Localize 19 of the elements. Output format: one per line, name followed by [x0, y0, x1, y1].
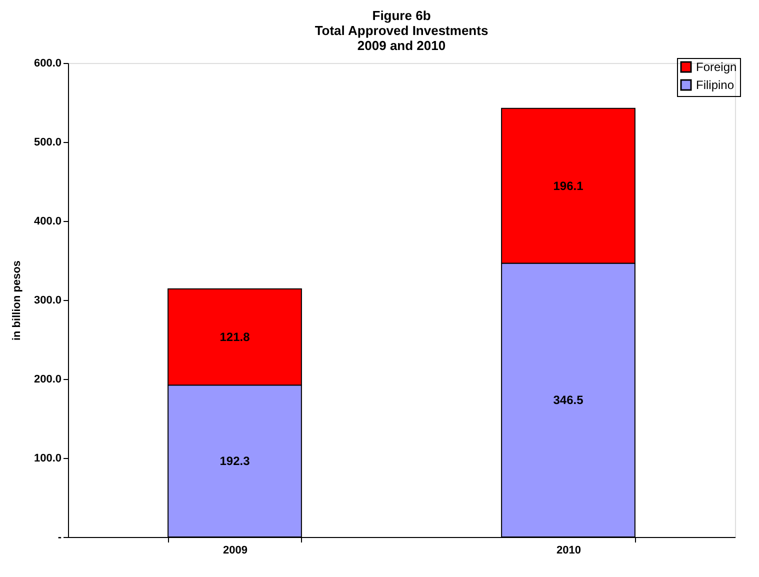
legend-label: Foreign	[696, 60, 737, 74]
data-label: 121.8	[220, 330, 250, 344]
x-tick-label: 2009	[223, 544, 248, 556]
y-tick-label: 400.0	[34, 216, 62, 228]
text: Total Approved Investments	[314, 23, 488, 38]
y-axis-title: in billion pesos	[10, 260, 23, 341]
x-tick-label: 2010	[556, 544, 581, 556]
data-label: 346.5	[553, 393, 584, 408]
y-tick-label: 100.0	[34, 452, 62, 464]
data-label: 192.3	[220, 454, 250, 468]
text: 2009 and 2010	[357, 38, 446, 53]
y-tick-label: 500.0	[34, 136, 62, 148]
y-tick-label: -	[58, 532, 62, 544]
text: Figure 6b	[372, 8, 431, 23]
y-tick-label: 200.0	[34, 374, 62, 386]
legend-label: Filipino	[696, 78, 734, 92]
data-label: 196.1	[553, 178, 584, 193]
y-tick-label: 300.0	[34, 294, 62, 306]
y-tick-label: 600.0	[34, 58, 62, 70]
